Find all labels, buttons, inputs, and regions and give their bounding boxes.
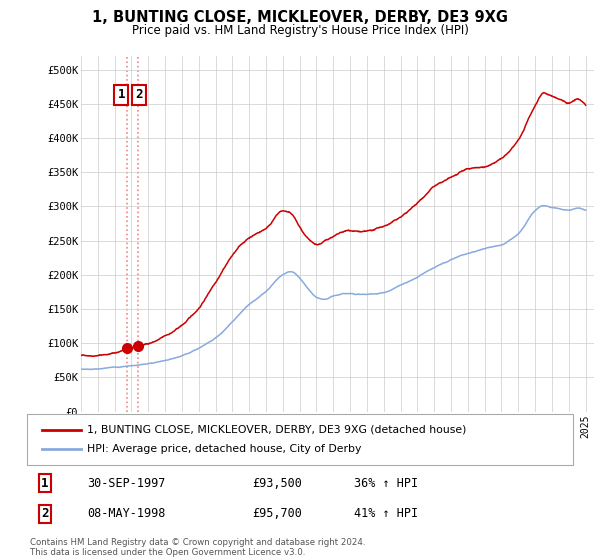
Text: 1, BUNTING CLOSE, MICKLEOVER, DERBY, DE3 9XG: 1, BUNTING CLOSE, MICKLEOVER, DERBY, DE3… [92,10,508,25]
Text: 2: 2 [41,507,49,520]
Text: 1: 1 [118,88,125,101]
Text: £95,700: £95,700 [252,507,302,520]
Text: Price paid vs. HM Land Registry's House Price Index (HPI): Price paid vs. HM Land Registry's House … [131,24,469,37]
Text: 1: 1 [41,477,49,490]
Text: HPI: Average price, detached house, City of Derby: HPI: Average price, detached house, City… [87,445,361,455]
Text: 2: 2 [136,88,143,101]
Text: Contains HM Land Registry data © Crown copyright and database right 2024.
This d: Contains HM Land Registry data © Crown c… [30,538,365,557]
Text: £93,500: £93,500 [252,477,302,490]
Text: 1, BUNTING CLOSE, MICKLEOVER, DERBY, DE3 9XG (detached house): 1, BUNTING CLOSE, MICKLEOVER, DERBY, DE3… [87,424,466,435]
Text: 41% ↑ HPI: 41% ↑ HPI [354,507,418,520]
Text: 36% ↑ HPI: 36% ↑ HPI [354,477,418,490]
Text: 08-MAY-1998: 08-MAY-1998 [87,507,166,520]
Text: 30-SEP-1997: 30-SEP-1997 [87,477,166,490]
